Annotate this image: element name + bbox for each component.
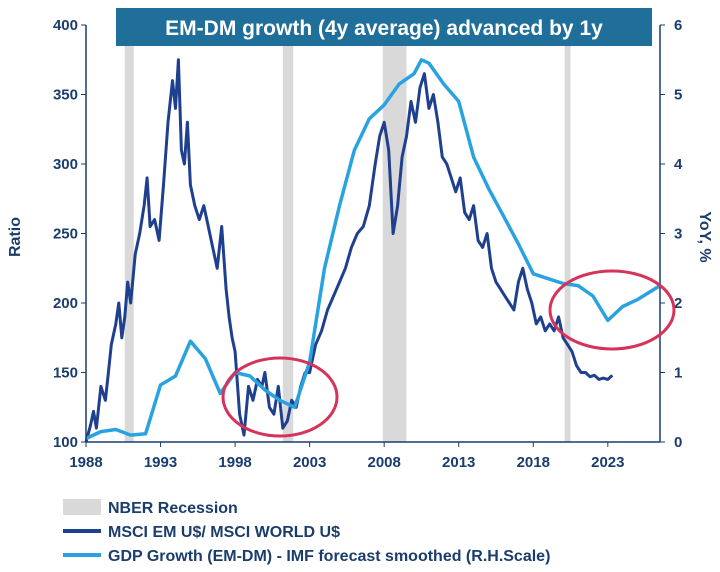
x-tick-label-2: 1998	[218, 454, 251, 471]
x-tick-label-6: 2018	[517, 454, 550, 471]
y-axis-title: Ratio	[7, 217, 24, 257]
y2-tick-label-4: 4	[674, 156, 683, 173]
recession-bands	[124, 25, 571, 442]
recession-band-3	[564, 25, 571, 442]
y-tick-label-1: 150	[53, 365, 78, 382]
x-tick-label-3: 2003	[293, 454, 326, 471]
title-banner	[116, 8, 652, 46]
legend-label-gdp: GDP Growth (EM-DM) - IMF forecast smooth…	[108, 548, 550, 565]
y2-tick-label-2: 2	[674, 295, 682, 312]
series-layer	[84, 58, 661, 443]
y2-tick-label-0: 0	[674, 434, 682, 451]
tick-labels: 1988 1993 1998 2003 2008 2013 2018 202310015020…	[53, 17, 683, 471]
legend-swatch-recession	[63, 499, 101, 515]
legend-label-msci: MSCI EM U$/ MSCI WORLD U$	[108, 524, 340, 541]
highlight-ellipse-right	[548, 269, 676, 351]
recession-band-1	[282, 25, 294, 442]
y2-tick-label-3: 3	[674, 226, 682, 243]
series-line-gdp-growth	[85, 58, 661, 441]
x-tick-label-7: 2023	[591, 454, 624, 471]
series-line-msci-ratio	[84, 58, 614, 443]
y-tick-label-6: 400	[53, 17, 78, 34]
x-tick-label-4: 2008	[367, 454, 400, 471]
chart-title: EM-DM growth (4y average) advanced by 1y	[165, 17, 603, 40]
x-tick-label-0: 1988	[69, 454, 102, 471]
recession-band-0	[124, 25, 134, 442]
y2-tick-label-1: 1	[674, 365, 682, 382]
x-tick-label-5: 2013	[442, 454, 475, 471]
y2-axis-title: YoY, %	[696, 211, 713, 262]
x-tick-label-1: 1993	[144, 454, 177, 471]
y-tick-label-3: 250	[53, 226, 78, 243]
y2-tick-label-6: 6	[674, 17, 682, 34]
y-tick-label-4: 300	[53, 156, 78, 173]
legend-label-recession: NBER Recession	[108, 500, 238, 517]
y-tick-label-0: 100	[53, 434, 78, 451]
y-tick-label-5: 350	[53, 87, 78, 104]
y-tick-label-2: 200	[53, 295, 78, 312]
y2-tick-label-5: 5	[674, 87, 682, 104]
highlight-ellipse-left	[221, 356, 339, 438]
